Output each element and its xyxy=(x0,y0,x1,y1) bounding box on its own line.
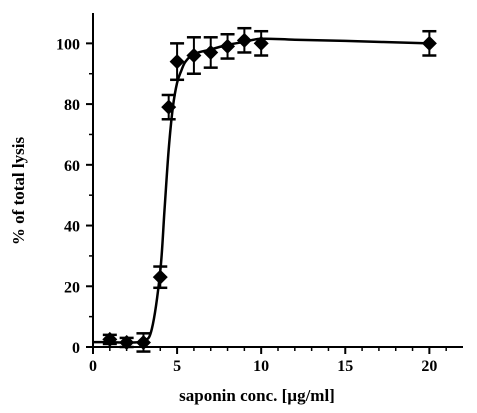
x-tick-label: 20 xyxy=(421,358,437,375)
diamond-marker xyxy=(152,269,168,285)
x-tick-label: 5 xyxy=(173,358,181,375)
y-tick-label: 0 xyxy=(72,340,80,357)
diamond-marker xyxy=(421,35,437,51)
diamond-marker xyxy=(119,334,135,350)
diamond-marker xyxy=(236,32,252,48)
x-axis-title: saponin conc. [µg/ml] xyxy=(179,386,335,405)
data-point xyxy=(135,332,151,353)
diamond-marker xyxy=(220,38,236,54)
data-points-layer xyxy=(102,26,437,353)
fit-curve-layer xyxy=(92,37,430,344)
diamond-marker xyxy=(186,48,202,64)
data-point xyxy=(152,265,168,290)
data-point xyxy=(161,93,177,121)
diamond-marker xyxy=(135,334,151,350)
x-tick-label: 0 xyxy=(89,358,97,375)
diamond-marker xyxy=(203,44,219,60)
x-tick-label: 10 xyxy=(253,358,269,375)
y-axis-title: % of total lysis xyxy=(9,137,28,246)
y-tick-label: 20 xyxy=(64,279,80,296)
sigmoid-fit-curve xyxy=(92,37,430,344)
data-point xyxy=(203,36,219,69)
x-tick-label: 15 xyxy=(337,358,353,375)
data-point xyxy=(102,331,118,347)
data-point xyxy=(119,334,135,350)
y-tick-label: 40 xyxy=(64,219,80,236)
data-point xyxy=(220,33,236,60)
data-point xyxy=(169,42,185,82)
data-point xyxy=(186,36,202,75)
axes-layer: 0 5 10 15 20 0 20 40 60 80 100 xyxy=(56,13,463,375)
y-tick-label: 100 xyxy=(56,36,80,53)
diamond-marker xyxy=(253,35,269,51)
data-point xyxy=(421,29,437,57)
labels-layer: saponin conc. [µg/ml] % of total lysis xyxy=(9,137,335,405)
diamond-marker xyxy=(169,54,185,70)
diamond-marker xyxy=(161,99,177,115)
data-point xyxy=(236,26,252,54)
y-tick-label: 60 xyxy=(64,158,80,175)
y-tick-label: 80 xyxy=(64,97,80,114)
data-point xyxy=(253,29,269,57)
diamond-marker xyxy=(102,331,118,347)
